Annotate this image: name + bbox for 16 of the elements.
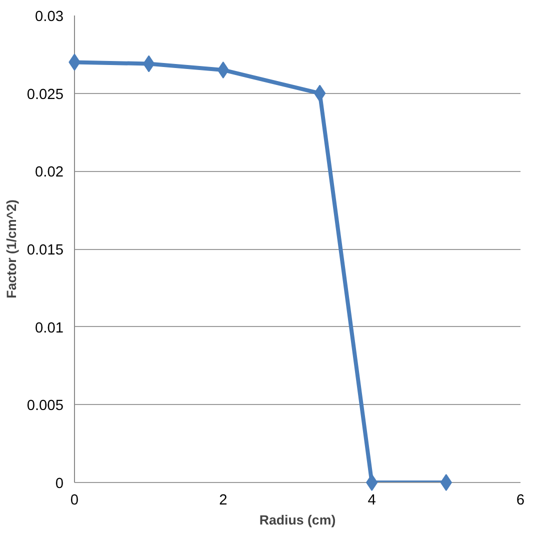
y-tick-label: 0.01 xyxy=(34,320,64,336)
point xyxy=(440,474,452,491)
y-tick-label: 0.025 xyxy=(26,86,64,103)
x-axis-title: Radius (cm) xyxy=(259,512,336,528)
y-tick-label: 0.02 xyxy=(34,164,64,181)
x-tick-label: 6 xyxy=(516,492,525,508)
y-tick-label: 0.015 xyxy=(26,242,64,258)
point xyxy=(366,474,378,491)
y-axis-title: Factor (1/cm^2) xyxy=(4,200,19,298)
y-tick-label: 0.005 xyxy=(26,398,64,414)
x-tick-label: 0 xyxy=(70,492,79,508)
x-tick-label: 2 xyxy=(219,492,228,508)
y-tick-label: 0 xyxy=(55,476,64,492)
point xyxy=(314,84,326,102)
x-tick-label: 4 xyxy=(368,492,376,508)
y-tick-label: 0.03 xyxy=(34,9,64,25)
